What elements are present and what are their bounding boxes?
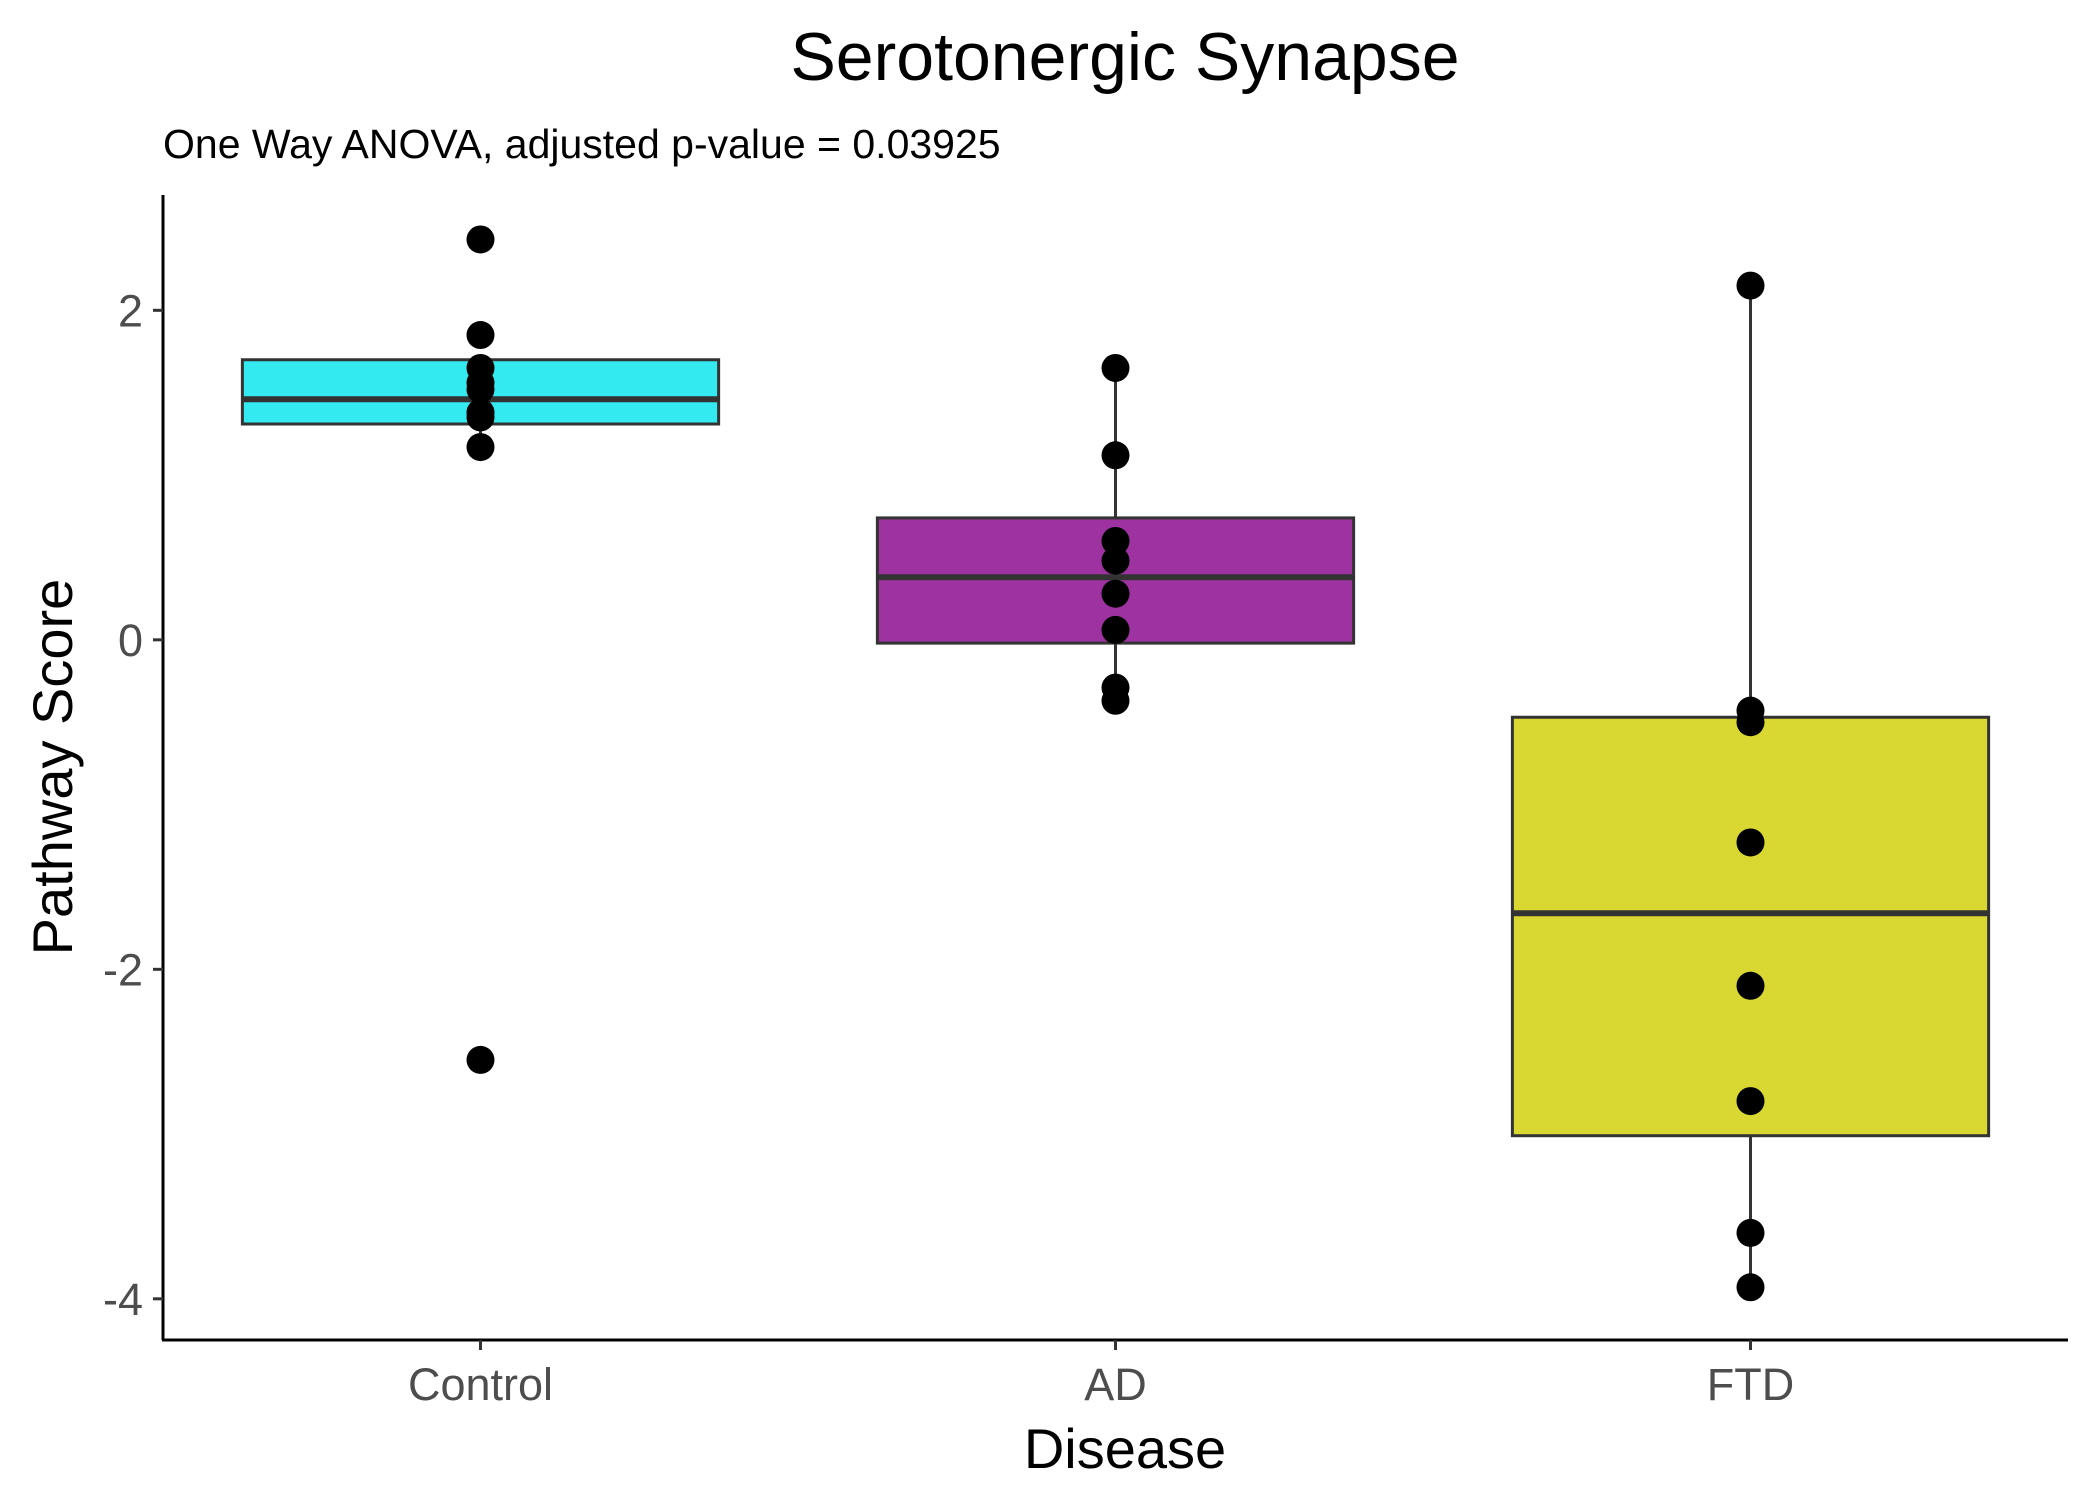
data-point-ftd bbox=[1736, 828, 1765, 857]
data-point-ftd bbox=[1736, 971, 1765, 1000]
data-point-control bbox=[466, 1045, 495, 1074]
box-ftd bbox=[1510, 715, 1991, 1138]
chart-title: Serotonergic Synapse bbox=[790, 19, 1459, 95]
plot-area bbox=[240, 225, 1991, 1302]
data-point-ad bbox=[1101, 686, 1130, 715]
data-point-ad bbox=[1101, 579, 1130, 608]
data-point-ftd bbox=[1736, 1087, 1765, 1116]
chart-subtitle: One Way ANOVA, adjusted p-value = 0.0392… bbox=[163, 121, 1001, 167]
data-point-control bbox=[466, 225, 495, 254]
data-point-ftd bbox=[1736, 1273, 1765, 1302]
y-axis-title: Pathway Score bbox=[21, 579, 84, 956]
x-tick-label: AD bbox=[1084, 1359, 1147, 1410]
data-point-ftd bbox=[1736, 708, 1765, 737]
x-tick-label: FTD bbox=[1707, 1359, 1794, 1410]
y-tick-label: -4 bbox=[103, 1274, 143, 1325]
data-point-control bbox=[466, 321, 495, 350]
data-point-control bbox=[466, 403, 495, 432]
x-tick-label: Control bbox=[408, 1359, 553, 1410]
data-point-ad bbox=[1101, 546, 1130, 575]
y-tick-label: 2 bbox=[118, 285, 143, 336]
data-point-control bbox=[466, 375, 495, 404]
y-tick-label: -2 bbox=[103, 944, 143, 995]
data-point-ad bbox=[1101, 526, 1130, 555]
data-point-ad bbox=[1101, 441, 1130, 470]
y-tick-label: 0 bbox=[118, 615, 143, 666]
data-point-control bbox=[466, 433, 495, 462]
axes: -4 -2 0 2 Control AD FTD bbox=[103, 195, 2068, 1410]
data-point-ad bbox=[1101, 615, 1130, 644]
data-point-ftd bbox=[1736, 1218, 1765, 1247]
data-point-ad bbox=[1101, 353, 1130, 382]
x-axis-title: Disease bbox=[1024, 1417, 1226, 1480]
data-point-ftd bbox=[1736, 271, 1765, 300]
